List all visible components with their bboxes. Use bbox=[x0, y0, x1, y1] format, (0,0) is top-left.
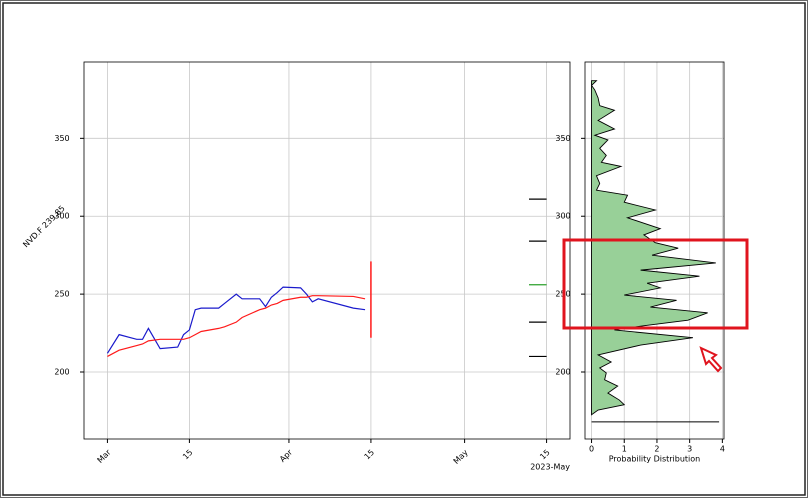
plot-frame bbox=[83, 61, 571, 440]
y-tick-label: 350 bbox=[54, 134, 69, 143]
plot-frame bbox=[584, 61, 725, 440]
series-line bbox=[107, 295, 366, 357]
y-tick-label: 300 bbox=[54, 212, 69, 221]
y-tick-label: 200 bbox=[555, 368, 570, 377]
pointer-arrow bbox=[699, 346, 723, 373]
y-tick-label: 300 bbox=[555, 212, 570, 221]
x-tick-label: 3 bbox=[687, 445, 692, 454]
x-tick-label: 2 bbox=[654, 445, 659, 454]
series-line bbox=[106, 286, 366, 354]
x-axis-label: Probability Distribution bbox=[609, 455, 701, 464]
x-tick-label: 1 bbox=[622, 445, 627, 454]
y-tick-label: 200 bbox=[54, 368, 69, 377]
x-tick-label: 0 bbox=[589, 445, 594, 454]
y-tick-label: 350 bbox=[555, 134, 570, 143]
highlight-box bbox=[562, 238, 749, 330]
x-tick-label: 4 bbox=[720, 445, 725, 454]
density-area bbox=[590, 80, 716, 416]
x-offset-label: 2023-May bbox=[530, 463, 570, 472]
inner-frame bbox=[2, 2, 806, 496]
y-tick-label: 250 bbox=[54, 290, 69, 299]
